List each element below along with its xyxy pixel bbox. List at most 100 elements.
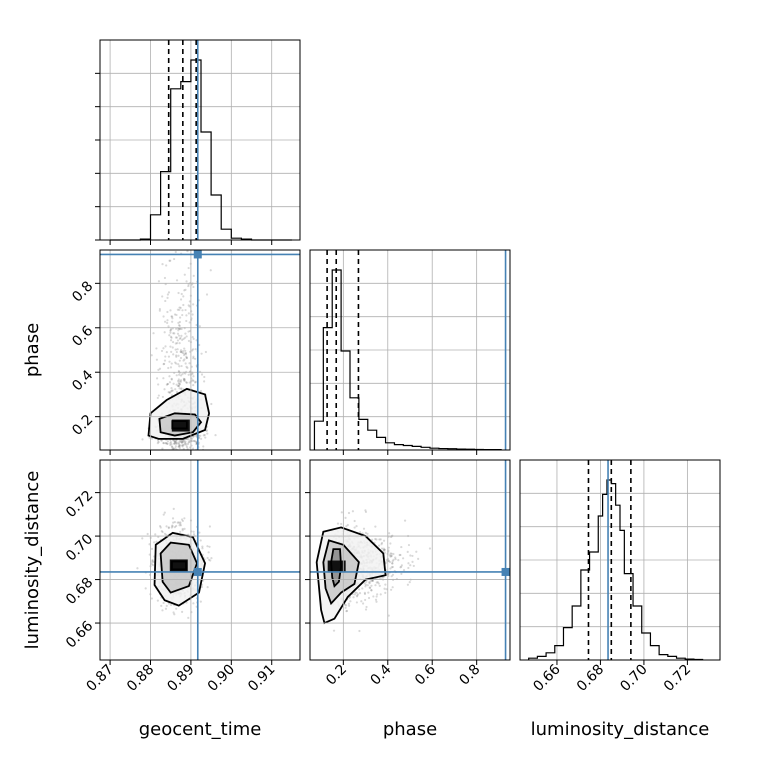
panel-geocent-time-luminosity-distance-pt: [160, 530, 163, 533]
panel-geocent-time-luminosity-distance-pt: [146, 532, 149, 536]
panel-geocent-time-phase-pt: [174, 327, 178, 330]
panel-geocent-time-phase-contour-2: [147, 387, 211, 440]
panel-geocent-time-luminosity-distance-pt: [179, 521, 182, 524]
panel-phase-luminosity-distance-pt: [383, 548, 386, 551]
panel-geocent-time-luminosity-distance-pt: [172, 521, 175, 524]
panel-geocent-time-luminosity-distance-pt: [206, 556, 209, 560]
panel-phase-luminosity-distance-pt: [355, 591, 358, 594]
panel-geocent-time-phase-pt: [203, 380, 206, 383]
panel-geocent-time-phase-pt: [155, 226, 157, 228]
panel-geocent-time-phase-pt: [176, 384, 180, 388]
panel-geocent-time-phase-pt: [180, 350, 183, 354]
panel-geocent-time-phase-pt: [184, 288, 187, 291]
panel-geocent-time-phase-pt: [178, 380, 181, 383]
panel-geocent-time-phase-pt: [206, 432, 209, 435]
panel-geocent-time-phase-pt: [179, 298, 183, 301]
panel-phase-luminosity-distance-pt: [389, 555, 392, 558]
hist-phase-line: [313, 269, 502, 451]
panel-geocent-time-luminosity-distance-density: [136, 507, 213, 619]
panel-phase-luminosity-distance-pt: [383, 587, 386, 590]
panel-phase-luminosity-distance-pt: [389, 567, 392, 570]
panel-phase-luminosity-distance-pt: [347, 602, 350, 605]
panel-geocent-time-phase-pt: [163, 359, 167, 362]
xlabel-geocent-time: geocent_time: [139, 719, 262, 740]
panel-geocent-time-phase-pt: [178, 445, 181, 448]
panel-phase-luminosity-distance-pt: [383, 551, 387, 554]
panel-geocent-time-phase-pt: [182, 303, 185, 307]
panel-phase-luminosity-distance-pt: [387, 559, 390, 562]
panel-geocent-time-phase-pt: [170, 336, 173, 339]
panel-phase-luminosity-distance-pt: [383, 548, 386, 551]
panel-geocent-time-phase-pt: [180, 387, 183, 390]
panel-geocent-time-phase-pt: [187, 453, 189, 455]
panel-geocent-time-phase-pt: [184, 440, 187, 443]
panel-geocent-time-phase-pt: [172, 447, 175, 450]
panel-geocent-time-phase-pt: [181, 373, 184, 376]
panel-phase-luminosity-distance-pt: [406, 583, 409, 586]
panel-geocent-time-phase-pt: [175, 219, 177, 221]
panel-geocent-time-phase-pt: [174, 342, 177, 345]
density-layer: [136, 219, 432, 633]
panel-geocent-time-phase-pt: [177, 291, 180, 295]
panel-phase-luminosity-distance-pt: [355, 595, 359, 598]
panel-geocent-time-phase-pt: [182, 337, 185, 340]
panel-geocent-time-phase-pt: [176, 342, 179, 345]
panel-geocent-time-phase-pt: [187, 339, 191, 343]
panel-geocent-time-phase-pt: [202, 445, 205, 448]
panel-geocent-time-phase-pt: [162, 347, 165, 350]
panel-geocent-time-phase-pt: [158, 367, 162, 370]
panel-geocent-time-phase-pt: [175, 354, 178, 357]
xlabel-luminosity-distance: luminosity_distance: [531, 719, 710, 740]
panel-phase-luminosity-distance-pt: [388, 560, 392, 564]
panel-phase-luminosity-distance-pt: [394, 558, 397, 561]
panel-geocent-time-luminosity-distance-truth-point: [193, 567, 202, 576]
panel-geocent-time-phase-pt: [190, 349, 194, 352]
panel-geocent-time-phase-pt: [177, 441, 180, 444]
panel-phase-luminosity-distance-pt: [336, 522, 340, 525]
panel-geocent-time-phase-pt: [173, 442, 177, 445]
panel-geocent-time-phase-pt: [158, 309, 161, 312]
panel-phase-luminosity-distance-frame: [309, 459, 511, 661]
xlabel-phase: phase: [383, 719, 437, 740]
panel-phase-luminosity-distance-pt: [340, 522, 343, 526]
panel-phase-luminosity-distance-pt: [409, 564, 412, 567]
panel-geocent-time-phase-pt: [176, 339, 180, 342]
panel-geocent-time-phase-pt: [165, 383, 169, 386]
panel-geocent-time-phase-pt: [172, 442, 176, 445]
panel-geocent-time-phase-pt: [173, 332, 176, 335]
panel-geocent-time-phase-pt: [178, 320, 181, 324]
panel-geocent-time-luminosity-distance-pt: [181, 610, 184, 613]
panel-geocent-time-phase-pt: [178, 324, 181, 327]
panel-geocent-time-phase-pt: [178, 365, 181, 368]
panel-geocent-time-luminosity-distance-pt: [179, 522, 182, 525]
panel-geocent-time-luminosity-distance-pt: [173, 526, 177, 529]
panel-geocent-time-phase-pt: [185, 381, 188, 384]
panel-geocent-time-phase-pt: [185, 314, 188, 317]
panel-geocent-time-luminosity-distance-pt: [162, 513, 165, 516]
panel-phase-luminosity-distance-pt: [365, 580, 368, 583]
panel-geocent-time-phase-pt: [174, 388, 177, 391]
panel-geocent-time-phase-pt: [157, 394, 160, 397]
panel-geocent-time-phase-pt: [170, 350, 173, 353]
panel-geocent-time-luminosity-distance-pt: [170, 526, 173, 529]
panel-geocent-time-phase-pt: [192, 355, 195, 358]
panel-geocent-time-phase-pt: [169, 391, 172, 394]
panel-geocent-time-phase-pt: [198, 325, 201, 328]
panel-geocent-time-luminosity-distance-pt: [198, 531, 201, 534]
panel-geocent-time-phase-pt: [178, 342, 181, 345]
panel-phase-luminosity-distance-pt: [363, 592, 367, 596]
panel-phase-luminosity-distance-pt: [369, 580, 372, 583]
panel-phase-luminosity-distance-pt: [375, 581, 378, 584]
ylabel-luminosity-distance: luminosity_distance: [22, 471, 43, 650]
panel-phase-luminosity-distance-contour-2: [315, 526, 387, 625]
panel-geocent-time-phase-pt: [175, 383, 178, 386]
panel-geocent-time-luminosity-distance-pt: [181, 529, 184, 532]
panel-geocent-time-luminosity-distance-pt: [163, 532, 167, 535]
panel-geocent-time-phase-pt: [188, 305, 191, 308]
panel-phase-luminosity-distance-contour-1: [322, 539, 360, 606]
panel-geocent-time-phase-pt: [150, 437, 154, 440]
panel-phase-luminosity-distance-pt: [388, 532, 391, 535]
panel-geocent-time-phase-pt: [185, 280, 188, 283]
panel-phase-luminosity-distance-pt: [407, 566, 410, 570]
panel-geocent-time-luminosity-distance-pt: [179, 524, 183, 527]
